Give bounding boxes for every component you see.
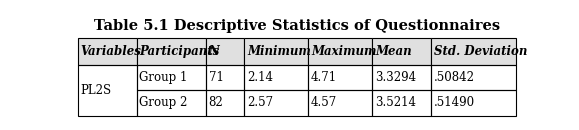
Bar xyxy=(137,38,206,65)
Text: Participants: Participants xyxy=(140,45,219,58)
Text: 2.14: 2.14 xyxy=(247,71,273,84)
Bar xyxy=(372,38,431,65)
Text: N: N xyxy=(208,45,219,58)
Bar xyxy=(431,90,516,116)
Text: 82: 82 xyxy=(208,96,223,109)
Bar xyxy=(78,38,137,65)
Text: PL2S: PL2S xyxy=(80,84,112,97)
Text: .51490: .51490 xyxy=(434,96,475,109)
Bar xyxy=(206,38,244,65)
Bar xyxy=(206,38,244,65)
Bar xyxy=(308,38,372,65)
Bar xyxy=(431,38,516,65)
Bar xyxy=(137,90,206,116)
Bar xyxy=(244,38,308,65)
Text: 4.71: 4.71 xyxy=(311,71,337,84)
Bar xyxy=(431,65,516,90)
Bar xyxy=(206,65,244,90)
Text: 4.57: 4.57 xyxy=(311,96,337,109)
Text: 2.57: 2.57 xyxy=(247,96,273,109)
Bar xyxy=(206,90,244,116)
Text: Mean: Mean xyxy=(375,45,412,58)
Text: 3.3294: 3.3294 xyxy=(375,71,416,84)
Text: Variables: Variables xyxy=(80,45,141,58)
Bar xyxy=(308,38,372,65)
Text: Table 5.1 Descriptive Statistics of Questionnaires: Table 5.1 Descriptive Statistics of Ques… xyxy=(94,19,500,33)
Bar xyxy=(372,90,431,116)
Bar xyxy=(244,38,308,65)
Bar xyxy=(78,38,137,65)
Bar xyxy=(308,65,372,90)
Text: Minimum: Minimum xyxy=(247,45,311,58)
Bar xyxy=(308,90,372,116)
Bar xyxy=(372,65,431,90)
Bar xyxy=(244,65,308,90)
Text: Group 2: Group 2 xyxy=(140,96,188,109)
Bar xyxy=(137,65,206,90)
Bar xyxy=(78,65,137,116)
Text: Maximum: Maximum xyxy=(311,45,376,58)
Text: .50842: .50842 xyxy=(434,71,475,84)
Bar xyxy=(372,38,431,65)
Text: Std. Deviation: Std. Deviation xyxy=(434,45,527,58)
Text: 3.5214: 3.5214 xyxy=(375,96,416,109)
Bar xyxy=(244,90,308,116)
Text: 71: 71 xyxy=(208,71,223,84)
Text: Group 1: Group 1 xyxy=(140,71,188,84)
Bar xyxy=(431,38,516,65)
Bar xyxy=(137,38,206,65)
